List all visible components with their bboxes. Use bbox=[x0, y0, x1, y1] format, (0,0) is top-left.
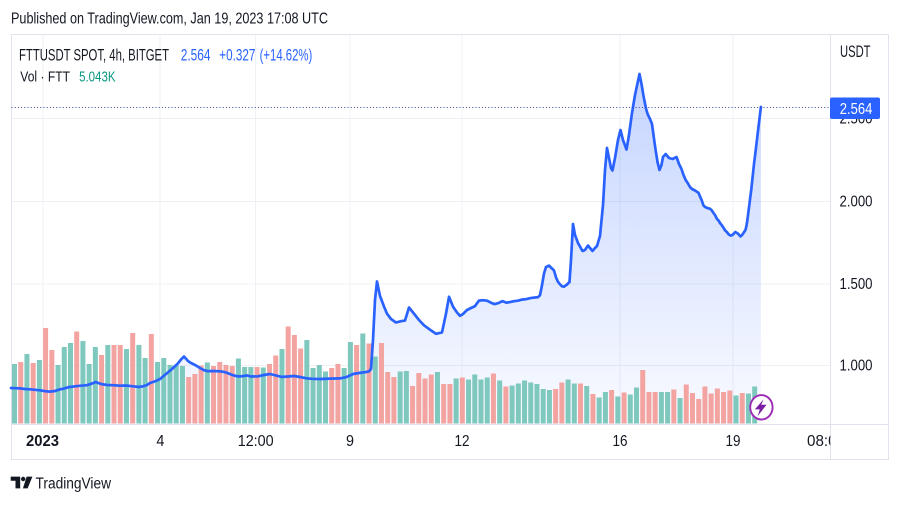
svg-text:2.564+0.327(+14.62%): 2.564 +0.327 (+14.62%) bbox=[181, 46, 313, 64]
svg-text:2023: 2023 bbox=[26, 433, 59, 450]
svg-text:2.564: 2.564 bbox=[840, 101, 873, 118]
svg-text:16: 16 bbox=[613, 433, 628, 450]
svg-text:1.500: 1.500 bbox=[840, 276, 873, 293]
svg-text:Published on TradingView.com,: Published on TradingView.com, Jan 19, 20… bbox=[11, 11, 328, 28]
svg-text:08:00: 08:00 bbox=[807, 433, 845, 450]
svg-text:9: 9 bbox=[346, 433, 354, 450]
svg-text:19: 19 bbox=[726, 433, 741, 450]
svg-text:FTTUSDT SPOT, 4h, BITGET: FTTUSDT SPOT, 4h, BITGET bbox=[19, 46, 169, 64]
svg-text:TradingView: TradingView bbox=[36, 476, 112, 493]
svg-text:USDT: USDT bbox=[840, 42, 871, 61]
svg-text:4: 4 bbox=[156, 433, 164, 450]
svg-text:Vol · FTT: Vol · FTT bbox=[20, 69, 70, 85]
svg-text:12:00: 12:00 bbox=[238, 433, 274, 450]
svg-text:12: 12 bbox=[455, 433, 470, 450]
svg-text:1.000: 1.000 bbox=[840, 357, 873, 374]
svg-text:5.043K: 5.043K bbox=[79, 69, 116, 85]
svg-text:2.000: 2.000 bbox=[840, 193, 873, 210]
